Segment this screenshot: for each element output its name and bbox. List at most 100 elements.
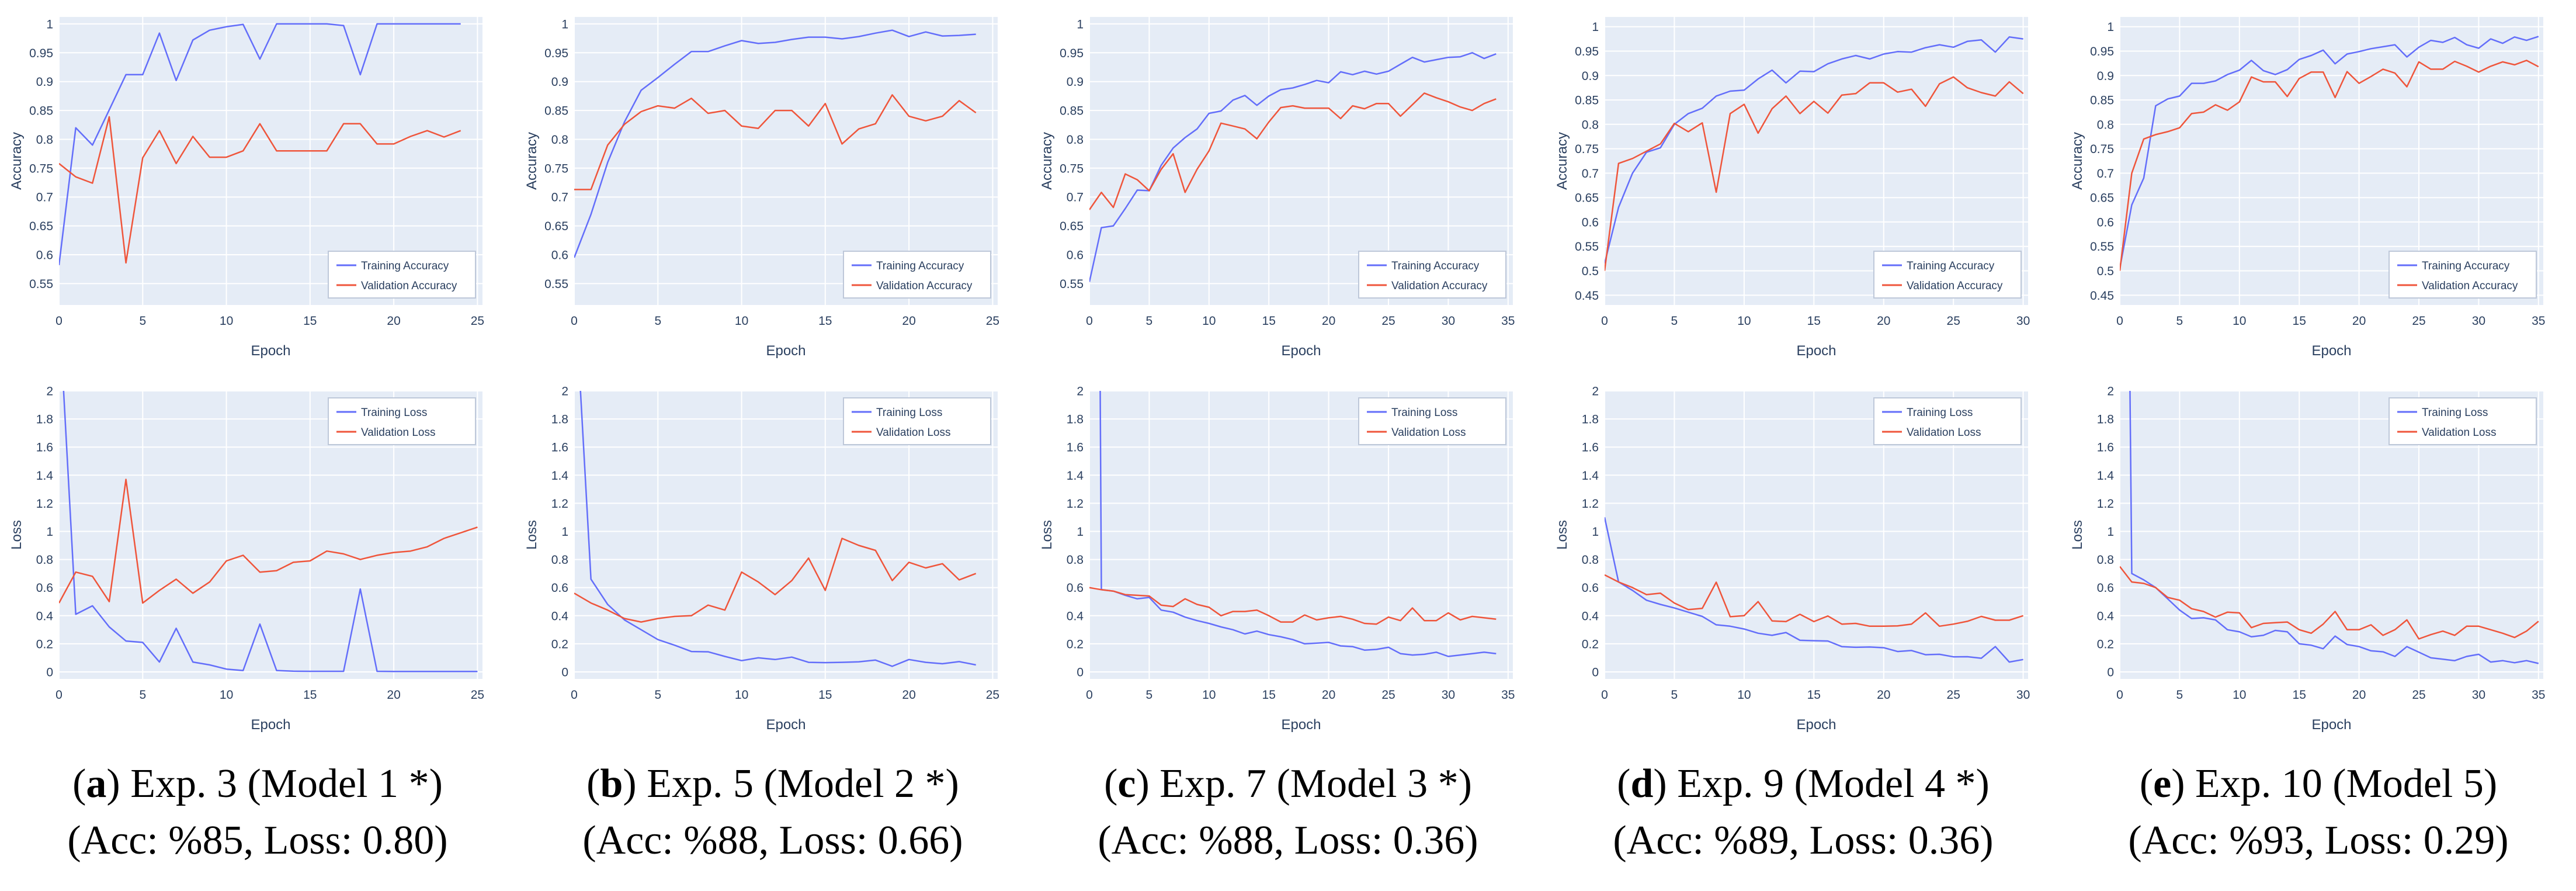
y-tick-label: 0.6 [1582, 216, 1599, 229]
y-tick-label: 0.6 [551, 581, 568, 595]
x-axis-title: Epoch [766, 343, 806, 359]
x-tick-label: 5 [139, 688, 146, 702]
y-axis-title: Loss [2070, 520, 2085, 550]
training-loss-line [1605, 517, 2023, 663]
legend: Training Accuracy Validation Accuracy [843, 251, 991, 299]
x-tick-label: 25 [1947, 314, 1960, 328]
y-tick-label: 0 [46, 666, 53, 679]
y-axis-title: Accuracy [2070, 132, 2085, 190]
x-axis-title: Epoch [1281, 717, 1321, 733]
y-tick-label: 0.85 [2090, 94, 2114, 108]
x-tick-label: 5 [654, 314, 661, 328]
y-tick-label: 1.4 [1067, 469, 1084, 483]
x-tick-label: 5 [1146, 314, 1153, 328]
legend: Training Accuracy Validation Accuracy [1873, 251, 2022, 299]
caption-stats: (Acc: %93, Loss: 0.29) [2128, 818, 2509, 864]
caption-title: (e) Exp. 10 (Model 5) [2139, 761, 2498, 806]
accuracy-chart-exp3: 0.55 0.6 0.65 0.7 0.75 0.8 0.85 0.9 0.95 1 0 5 10 15 2… [0, 0, 515, 374]
x-tick-label: 35 [2532, 688, 2545, 702]
y-tick-label: 0.8 [1582, 118, 1599, 131]
y-axis-title: Accuracy [524, 132, 540, 190]
x-tick-label: 10 [735, 688, 748, 702]
y-axis-title: Accuracy [9, 132, 25, 190]
x-tick-label: 0 [2116, 688, 2123, 702]
training-loss-line [63, 391, 478, 672]
x-tick-label: 5 [654, 688, 661, 702]
y-tick-label: 0.6 [36, 249, 53, 262]
y-tick-label: 1.8 [2097, 413, 2114, 427]
legend-label: Training Accuracy [1391, 260, 1480, 272]
y-tick-label: 0.2 [1067, 637, 1084, 651]
legend-label: Validation Accuracy [876, 280, 973, 292]
x-tick-label: 0 [2116, 314, 2123, 328]
validation-accuracy-line [1605, 76, 2024, 271]
loss-b-svg: 00.20.40.60.811.21.41.61.820 5 10 15 20 25Los… [524, 385, 999, 733]
caption-stats: (Acc: %88, Loss: 0.36) [1098, 818, 1478, 864]
x-tick-label: 25 [471, 688, 484, 702]
y-tick-label: 1.4 [2097, 469, 2115, 483]
y-tick-label: 0.55 [29, 278, 53, 291]
y-tick-label: 0.8 [551, 133, 568, 147]
y-tick-label: 0.45 [2090, 289, 2114, 303]
validation-loss-line [1089, 587, 1497, 625]
x-axis-title: Epoch [2311, 717, 2351, 733]
x-tick-label: 20 [1322, 688, 1335, 702]
x-tick-label: 0 [1086, 314, 1093, 328]
y-tick-label: 0.6 [1067, 249, 1084, 262]
y-tick-label: 2 [2107, 385, 2114, 398]
y-tick-label: 1 [2107, 20, 2114, 34]
y-tick-label: 0.65 [29, 220, 53, 233]
loss-chart-exp10: 0 0.2 0.4 0.6 0.8 1 1.2 1.4 1.6 1.8 2 0 5 10 15 20 25 30 3… [2061, 374, 2576, 748]
accuracy-chart-exp9: 0.45 0.5 0.55 0.6 0.65 0.7 0.75 0.8 0.85 0.9 0.95 1… [1546, 0, 2061, 374]
x-tick-label: 20 [902, 688, 915, 702]
caption-title: (b) Exp. 5 (Model 2 *) [586, 761, 959, 806]
x-tick-label: 10 [2233, 688, 2246, 702]
x-tick-label: 15 [303, 688, 317, 702]
accuracy-chart-exp7: 0.55 0.6 0.65 0.7 0.75 0.8 0.85 0.9 0.95 1 0 5 10 15 2… [1030, 0, 1546, 374]
y-tick-label: 0.6 [1582, 581, 1599, 595]
legend-label: Validation Accuracy [1391, 280, 1488, 292]
training-accuracy-line [1089, 52, 1497, 282]
y-tick-label: 0.55 [1575, 240, 1599, 254]
y-tick-label: 0.75 [1060, 162, 1084, 175]
loss-e-svg: 00.20.40.60.811.21.41.61.820 5 10 15 20 25 30 3… [2070, 385, 2545, 733]
y-tick-label: 0.8 [2097, 118, 2114, 131]
y-tick-label: 0.55 [1060, 278, 1084, 291]
validation-accuracy-line [2120, 60, 2539, 271]
x-tick-label: 10 [735, 314, 748, 328]
y-axis-title: Loss [1554, 520, 1570, 550]
y-tick-label: 1.2 [551, 497, 568, 511]
x-tick-label: 25 [1947, 688, 1960, 702]
validation-loss-line [2120, 566, 2539, 640]
validation-accuracy-line [1089, 92, 1497, 210]
legend-label: Training Loss [2422, 407, 2488, 419]
y-tick-label: 0.75 [2090, 143, 2114, 156]
y-tick-label: 1 [561, 525, 568, 539]
x-tick-label: 25 [986, 314, 999, 328]
y-tick-label: 0.8 [1067, 553, 1084, 567]
y-tick-label: 0.95 [29, 47, 53, 60]
x-tick-label: 20 [902, 314, 915, 328]
y-tick-label: 1 [561, 18, 568, 31]
y-tick-label: 0.7 [1582, 167, 1599, 181]
x-tick-label: 5 [1671, 314, 1678, 328]
x-tick-label: 25 [2412, 688, 2425, 702]
x-axis-title: Epoch [1796, 343, 1836, 359]
y-tick-label: 1.2 [36, 497, 53, 511]
x-tick-label: 30 [2472, 314, 2485, 328]
legend: Training Loss Validation Loss [328, 397, 476, 445]
y-tick-label: 0.4 [1582, 609, 1599, 623]
x-tick-label: 10 [2233, 314, 2246, 328]
loss-chart-exp5: 0 0.2 0.4 0.6 0.8 1 1.2 1.4 1.6 1.8 2 0 5 10 15 20 25 Los… [515, 374, 1030, 748]
loss-c-svg: 00.20.40.60.811.21.41.61.820 5 10 15 20 25 30 3… [1039, 385, 1515, 733]
y-tick-label: 1.8 [1067, 413, 1084, 427]
x-axis-title: Epoch [2311, 343, 2351, 359]
y-tick-label: 0.5 [1582, 265, 1599, 278]
y-tick-label: 0.6 [1067, 581, 1084, 595]
y-tick-label: 0.7 [551, 191, 568, 204]
x-tick-label: 15 [1262, 688, 1276, 702]
x-tick-label: 20 [387, 314, 400, 328]
training-accuracy-line [59, 23, 461, 265]
y-tick-label: 1.8 [36, 413, 53, 427]
y-tick-label: 0.2 [551, 637, 568, 651]
